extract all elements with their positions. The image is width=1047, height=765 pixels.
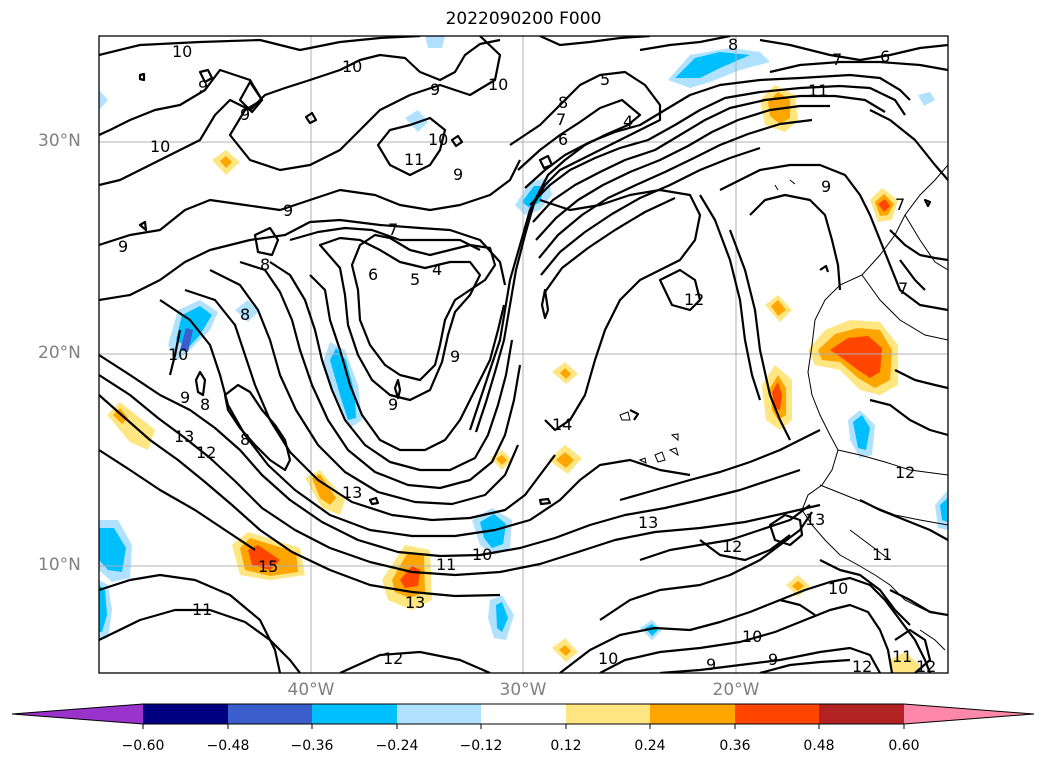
contour-label: 9 (198, 77, 208, 96)
contour-label: 10 (598, 649, 618, 668)
contour-label: 8 (200, 395, 210, 414)
colorbar-tick: 0.24 (634, 738, 666, 754)
coastlines (619, 164, 948, 651)
contour-label: 7 (898, 279, 908, 298)
map-frame (98, 35, 949, 674)
contour-label: 10 (742, 627, 762, 646)
contour-label: 4 (623, 112, 633, 131)
contour-label: 9 (240, 105, 250, 124)
contour-label: 11 (808, 81, 828, 100)
colorbar-tick: 0.48 (803, 738, 835, 754)
contour-label: 11 (436, 555, 456, 574)
map-area: 10 9 9 10 9 10 5 8 7 6 4 8 7 6 11 10 9 1… (99, 35, 948, 676)
colorbar-segment (397, 704, 481, 724)
contour-label: 13 (405, 593, 425, 612)
contour-label: 12 (916, 657, 936, 676)
contour-label: 11 (192, 600, 212, 619)
contour-label: 13 (174, 427, 194, 446)
contour-label: 13 (342, 483, 362, 502)
contour-label: 12 (852, 657, 872, 676)
contour-labels: 10 9 9 10 9 10 5 8 7 6 4 8 7 6 11 10 9 1… (118, 35, 936, 676)
contour-label: 9 (768, 650, 778, 669)
lat-label-20n: 20°N (38, 343, 81, 363)
contour-label: 8 (240, 305, 250, 324)
colorbar-tick: 0.12 (550, 738, 582, 754)
contour-label: 13 (638, 513, 658, 532)
colorbar-tick: 0.60 (888, 738, 920, 754)
contour-label: 12 (722, 537, 742, 556)
lat-label-30n: 30°N (38, 131, 81, 151)
contour-label: 11 (872, 545, 892, 564)
contour-label: 13 (805, 510, 825, 529)
contour-label: 8 (240, 430, 250, 449)
lon-label-20w: 20°W (712, 680, 760, 700)
contour-label: 9 (180, 388, 190, 407)
gridlines (99, 36, 948, 673)
colorbar-segment (312, 704, 397, 724)
colorbar-segment (904, 704, 1034, 724)
contour-label: 8 (260, 255, 270, 274)
contour-label: 5 (410, 270, 420, 289)
contour-label: 12 (196, 443, 216, 462)
contour-lines (99, 36, 948, 673)
colorbar-tick: −0.12 (459, 738, 503, 754)
lat-label-10n: 10°N (38, 555, 81, 575)
lon-label-30w: 30°W (499, 680, 547, 700)
map-title: 2022090200 F000 (445, 9, 602, 29)
contour-label: 9 (450, 347, 460, 366)
contour-label: 9 (283, 201, 293, 220)
shading-warm (107, 85, 920, 673)
lon-label-40w: 40°W (287, 680, 335, 700)
contour-label: 12 (383, 649, 403, 668)
contour-label: 9 (118, 237, 128, 256)
contour-label: 9 (430, 80, 440, 99)
colorbar-segment (566, 704, 650, 724)
contour-label: 10 (168, 345, 188, 364)
contour-label: 6 (558, 130, 568, 149)
colorbar-tick: −0.60 (121, 738, 165, 754)
contour-label: 11 (892, 647, 912, 666)
contour-label: 8 (558, 93, 568, 112)
contour-label: 7 (832, 50, 842, 69)
contour-label: 7 (895, 195, 905, 214)
colorbar-segment (143, 704, 228, 724)
colorbar (11, 703, 1035, 729)
contour-label: 9 (821, 177, 831, 196)
contour-label: 10 (172, 42, 192, 61)
contour-label: 12 (684, 290, 704, 309)
contour-label: 5 (600, 70, 610, 89)
colorbar-segment (819, 704, 904, 724)
contour-label: 4 (432, 260, 442, 279)
colorbar-tick: −0.48 (206, 738, 250, 754)
colorbar-segment (228, 704, 312, 724)
contour-label: 8 (728, 35, 738, 54)
contour-label: 10 (828, 579, 848, 598)
contour-label: 9 (453, 165, 463, 184)
contour-label: 7 (556, 110, 566, 129)
contour-label: 7 (388, 220, 398, 239)
contour-label: 9 (706, 655, 716, 674)
colorbar-segment (481, 704, 566, 724)
colorbar-tick: −0.36 (290, 738, 334, 754)
contour-label: 10 (150, 137, 170, 156)
contour-label: 10 (472, 545, 492, 564)
colorbar-tick: 0.36 (719, 738, 751, 754)
colorbar-segment (650, 704, 735, 724)
contour-label: 6 (880, 47, 890, 66)
contour-label: 10 (342, 57, 362, 76)
colorbar-tick: −0.24 (375, 738, 419, 754)
contour-label: 10 (428, 130, 448, 149)
contour-label: 15 (258, 557, 278, 576)
contour-label: 12 (895, 463, 915, 482)
contour-label: 9 (388, 395, 398, 414)
contour-label: 14 (552, 415, 572, 434)
contour-label: 10 (488, 75, 508, 94)
colorbar-segment (735, 704, 819, 724)
colorbar-segment (12, 704, 143, 724)
contour-label: 11 (404, 150, 424, 169)
contour-label: 6 (368, 265, 378, 284)
